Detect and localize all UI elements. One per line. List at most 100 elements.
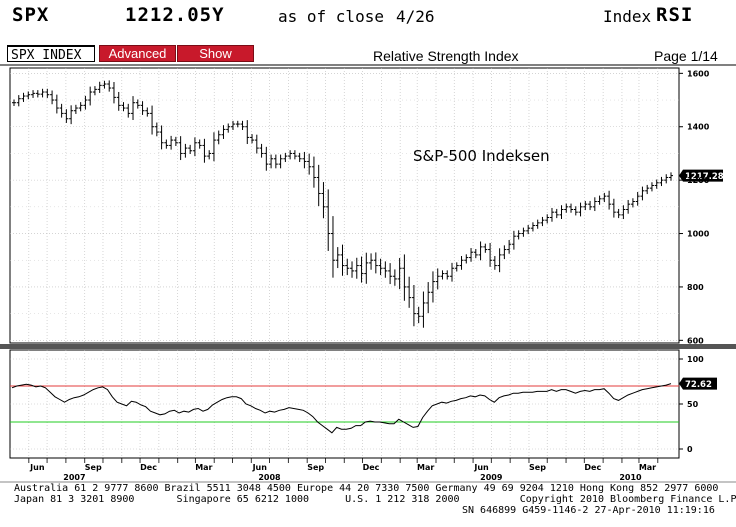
price-bar bbox=[202, 138, 207, 163]
price-bar bbox=[607, 190, 612, 210]
price-bar bbox=[111, 82, 116, 104]
price-bar bbox=[216, 130, 221, 145]
price-bar bbox=[597, 195, 602, 205]
price-bar bbox=[159, 125, 164, 150]
rsi-line bbox=[11, 383, 672, 434]
price-bar bbox=[640, 186, 645, 201]
price-bar bbox=[383, 261, 388, 278]
price-bar bbox=[211, 132, 216, 162]
chart-title: Relative Strength Index bbox=[373, 48, 519, 64]
price-bar bbox=[621, 205, 626, 220]
price-bar bbox=[116, 91, 121, 111]
price-y-tick-label: 1400 bbox=[687, 123, 710, 132]
x-year-label: 2007 bbox=[63, 473, 85, 482]
price-bar bbox=[59, 103, 64, 118]
page-indicator[interactable]: Page 1/14 bbox=[654, 48, 718, 64]
price-bar bbox=[126, 103, 131, 118]
x-month-label: Jun bbox=[473, 463, 489, 472]
price-bar bbox=[92, 86, 97, 96]
price-bar bbox=[321, 182, 326, 219]
price-bar bbox=[659, 176, 664, 187]
price-bar bbox=[278, 154, 283, 169]
x-year-label: 2008 bbox=[258, 473, 281, 482]
price-y-tick-label: 1000 bbox=[687, 230, 710, 239]
price-bar bbox=[421, 291, 426, 328]
price-date: 4/26 bbox=[396, 7, 435, 26]
price-bar bbox=[564, 203, 569, 213]
price-y-tick-label: 600 bbox=[687, 336, 704, 345]
price-bar bbox=[345, 258, 350, 276]
price-bar bbox=[469, 248, 474, 262]
price-bar bbox=[145, 107, 150, 117]
price-bar bbox=[388, 263, 393, 285]
x-month-label: Jun bbox=[29, 463, 45, 472]
panel-divider bbox=[0, 344, 736, 349]
price-bar bbox=[178, 136, 183, 161]
price-bar bbox=[483, 243, 488, 253]
price-bar bbox=[50, 90, 55, 105]
price-bar bbox=[26, 91, 31, 100]
x-month-label: Sep bbox=[307, 463, 324, 472]
price-bar bbox=[245, 120, 250, 145]
function-code: RSI bbox=[656, 4, 694, 26]
x-month-label: Jun bbox=[252, 463, 268, 472]
price-bar bbox=[507, 240, 512, 254]
last-rsi-tag-label: 72.62 bbox=[685, 380, 712, 390]
security-input[interactable]: SPX INDEX bbox=[7, 45, 95, 62]
price-bar bbox=[540, 216, 545, 227]
advanced-button[interactable]: Advanced bbox=[99, 45, 176, 62]
price-bar bbox=[616, 208, 621, 219]
price-bar bbox=[250, 134, 255, 144]
price-bar bbox=[311, 156, 316, 188]
footer-session-line: SN 646899 G459-1146-2 27-Apr-2010 11:19:… bbox=[462, 505, 715, 516]
price-bar bbox=[31, 90, 36, 98]
price-bar bbox=[154, 122, 159, 137]
price-bar bbox=[83, 95, 88, 110]
price-bar bbox=[88, 86, 93, 106]
price-y-tick-label: 1200 bbox=[687, 176, 710, 185]
price-bar bbox=[150, 105, 155, 135]
x-month-label: Sep bbox=[529, 463, 546, 472]
price-bar bbox=[259, 143, 264, 158]
last-price-tag-label: 1217.28 bbox=[685, 172, 724, 182]
x-month-label: Sep bbox=[85, 463, 102, 472]
price-bar bbox=[231, 120, 235, 130]
footer-contacts-line-1: Australia 61 2 9777 8600 Brazil 5511 304… bbox=[14, 483, 719, 494]
price-bar bbox=[330, 216, 335, 278]
price-bar bbox=[669, 172, 673, 181]
chart-annotation: S&P-500 Indeksen bbox=[413, 147, 550, 165]
price-bar bbox=[573, 206, 578, 216]
price-bar bbox=[440, 270, 445, 280]
price-bar bbox=[430, 271, 435, 303]
price-bar bbox=[221, 125, 226, 139]
price-bar bbox=[69, 105, 74, 125]
footer-contacts-line-2: Japan 81 3 3201 8900 Singapore 65 6212 1… bbox=[14, 494, 736, 505]
price-bar bbox=[426, 282, 431, 314]
price-bar bbox=[530, 222, 535, 232]
price-bar bbox=[121, 102, 126, 112]
price-bar bbox=[45, 88, 50, 98]
price-bar bbox=[288, 150, 293, 160]
price-bar bbox=[254, 134, 259, 154]
price-bar bbox=[450, 262, 454, 282]
price-bar bbox=[226, 123, 231, 133]
show-button[interactable]: Show bbox=[177, 45, 254, 62]
price-bar bbox=[350, 261, 355, 278]
x-month-label: Mar bbox=[639, 463, 656, 472]
price-bar bbox=[411, 284, 416, 327]
price-bar bbox=[102, 80, 107, 89]
price-bar bbox=[64, 109, 69, 123]
ticker-symbol: SPX bbox=[12, 4, 50, 26]
price-bar bbox=[635, 191, 640, 206]
price-bar bbox=[602, 192, 607, 203]
price-bar bbox=[369, 253, 374, 270]
price-bar bbox=[183, 143, 188, 158]
price-bar bbox=[569, 203, 574, 213]
price-bar bbox=[40, 88, 45, 98]
price-bar bbox=[12, 99, 16, 106]
price-bar bbox=[269, 154, 274, 169]
price-bar bbox=[164, 139, 169, 149]
price-bar bbox=[316, 164, 321, 207]
price-bar bbox=[307, 153, 312, 175]
